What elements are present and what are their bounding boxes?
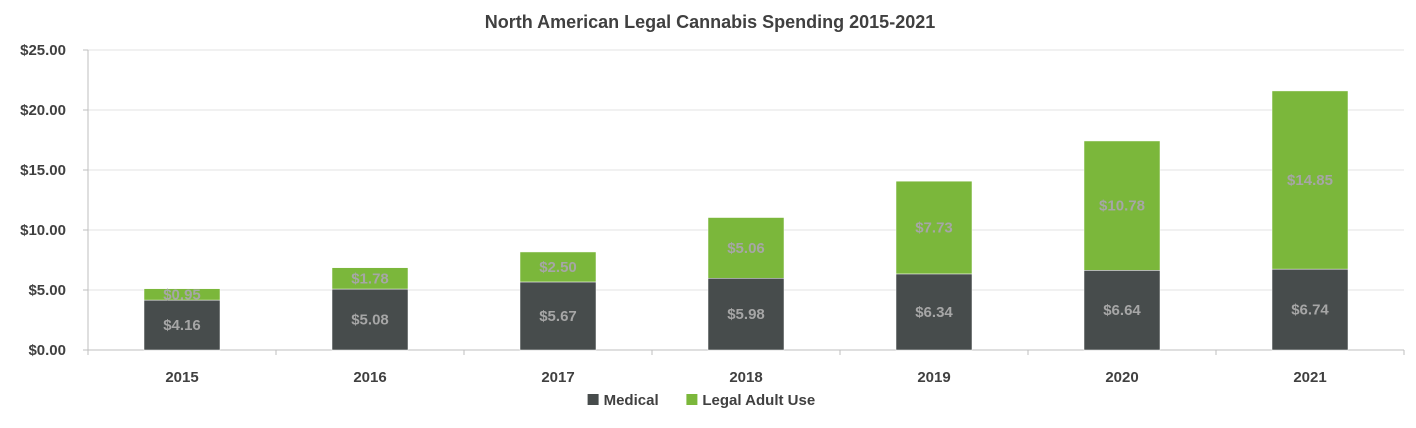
legend-label-legal-adult-use: Legal Adult Use xyxy=(702,392,815,409)
y-tick-label: $10.00 xyxy=(20,222,66,239)
data-labels: $4.16 $0.95 $5.08 $1.78 $5.67 $2.50 $5.98 $5.06… xyxy=(163,172,1333,334)
x-tick-label: 2021 xyxy=(1293,369,1326,386)
legend-label-medical: Medical xyxy=(604,392,659,409)
data-label-legal-adult-use-2017: $2.50 xyxy=(539,259,577,276)
x-tick-label: 2018 xyxy=(729,369,762,386)
x-tick-label: 2017 xyxy=(541,369,574,386)
bar-medical-2017 xyxy=(519,281,597,351)
data-label-legal-adult-use-2020: $10.78 xyxy=(1099,198,1145,215)
data-label-medical-2018: $5.98 xyxy=(727,306,765,323)
bar-legal-adult-use-2017 xyxy=(519,251,597,283)
y-tick-label: $0.00 xyxy=(28,342,66,359)
bar-medical-2020 xyxy=(1083,270,1161,351)
data-label-legal-adult-use-2019: $7.73 xyxy=(915,220,953,237)
data-label-medical-2020: $6.64 xyxy=(1103,302,1141,319)
bar-medical-2019 xyxy=(895,273,973,351)
bar-medical-2015 xyxy=(143,299,221,351)
legend: Medical Legal Adult Use xyxy=(587,392,815,409)
data-label-medical-2015: $4.16 xyxy=(163,317,201,334)
data-label-medical-2021: $6.74 xyxy=(1291,302,1329,319)
bar-medical-2016 xyxy=(331,288,409,351)
y-tick-label: $20.00 xyxy=(20,102,66,119)
data-label-medical-2019: $6.34 xyxy=(915,304,953,321)
x-tick-label: 2019 xyxy=(917,369,950,386)
bars xyxy=(143,90,1349,351)
data-label-legal-adult-use-2018: $5.06 xyxy=(727,240,765,257)
axes: $0.00 $5.00 $10.00 $15.00 $20.00 $25.00 2015 20… xyxy=(20,42,1405,386)
bar-legal-adult-use-2020 xyxy=(1083,140,1161,271)
legend-swatch-medical xyxy=(587,394,599,405)
bar-legal-adult-use-2018 xyxy=(707,217,785,279)
data-label-medical-2017: $5.67 xyxy=(539,308,577,325)
x-tick-label: 2020 xyxy=(1105,369,1138,386)
data-label-legal-adult-use-2016: $1.78 xyxy=(351,270,389,287)
y-tick-label: $25.00 xyxy=(20,42,66,59)
x-tick-label: 2016 xyxy=(353,369,386,386)
x-tick-label: 2015 xyxy=(165,369,198,386)
bar-legal-adult-use-2016 xyxy=(331,267,409,290)
y-tick-label: $15.00 xyxy=(20,162,66,179)
bar-legal-adult-use-2021 xyxy=(1271,90,1349,270)
data-label-legal-adult-use-2015: $0.95 xyxy=(163,286,201,303)
data-label-legal-adult-use-2021: $14.85 xyxy=(1287,172,1333,189)
y-tick-label: $5.00 xyxy=(28,282,66,299)
bar-medical-2018 xyxy=(707,277,785,351)
data-label-medical-2016: $5.08 xyxy=(351,312,389,329)
bar-legal-adult-use-2019 xyxy=(895,180,973,275)
legend-swatch-legal-adult-use xyxy=(686,394,698,405)
bar-legal-adult-use-2015 xyxy=(143,288,221,301)
chart-title: North American Legal Cannabis Spending 2… xyxy=(485,12,935,32)
gridlines xyxy=(88,49,1404,291)
bar-medical-2021 xyxy=(1271,268,1349,351)
